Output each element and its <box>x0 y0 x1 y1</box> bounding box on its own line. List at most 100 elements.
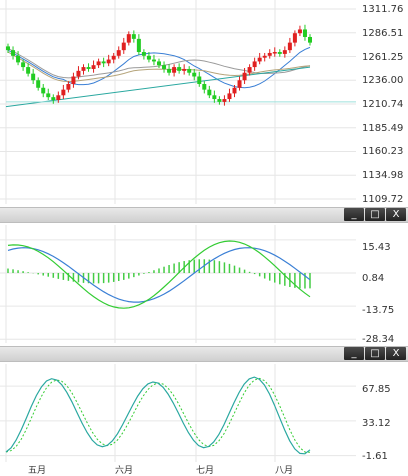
price-tick: 1160.23 <box>362 146 404 157</box>
candle <box>242 72 247 81</box>
panel-divider-1[interactable]: _ □ X <box>0 207 408 223</box>
candle <box>297 29 302 34</box>
candle <box>51 97 56 100</box>
close-button[interactable]: X <box>386 208 406 221</box>
price-panel: 1311.76 1286.51 1261.25 1236.00 1210.74 … <box>0 0 408 205</box>
macd-chart-area[interactable] <box>0 225 356 343</box>
candle <box>197 76 202 85</box>
price-tick: 1134.98 <box>362 170 404 181</box>
candle <box>61 89 66 96</box>
candle <box>126 34 131 43</box>
candle <box>162 65 167 69</box>
stochastic-chart <box>0 364 356 462</box>
price-tick: 1311.76 <box>362 4 404 15</box>
candle <box>56 95 61 100</box>
candle <box>247 67 252 73</box>
candle <box>232 87 237 94</box>
minimize-button[interactable]: _ <box>344 208 364 221</box>
panel-divider-2[interactable]: _ □ X <box>0 346 408 362</box>
candle <box>157 61 161 66</box>
stochastic-d-line <box>5 377 311 453</box>
panel-titlebar[interactable] <box>0 207 408 223</box>
candle <box>257 57 262 62</box>
price-tick: 1286.51 <box>362 28 404 39</box>
candle <box>308 36 312 43</box>
candle <box>207 89 212 96</box>
candle <box>16 55 21 63</box>
macd-tick: -13.75 <box>362 305 395 316</box>
candle <box>46 93 51 98</box>
candle <box>81 67 86 71</box>
stoch-tick: -1.61 <box>362 451 388 462</box>
price-tick: 1109.72 <box>362 194 404 205</box>
maximize-button[interactable]: □ <box>365 347 385 360</box>
maximize-button[interactable]: □ <box>365 208 385 221</box>
window-controls: _ □ X <box>344 208 406 221</box>
candle <box>212 95 217 100</box>
candle <box>6 46 10 51</box>
stoch-tick: 33.12 <box>362 418 391 429</box>
candle <box>26 67 31 74</box>
candle <box>222 99 227 102</box>
moving-average-line <box>7 46 311 89</box>
moving-average-line <box>7 51 311 83</box>
candle <box>172 67 177 73</box>
macd-panel: 15.43 0.84 -13.75 -28.34 <box>0 225 408 345</box>
minimize-button[interactable]: _ <box>344 347 364 360</box>
stochastic-panel: 67.85 33.12 -1.61 <box>0 364 408 462</box>
panel-titlebar[interactable] <box>0 346 408 362</box>
candle <box>252 61 257 68</box>
macd-chart <box>0 225 356 343</box>
window-controls: _ □ X <box>344 347 406 360</box>
close-button[interactable]: X <box>386 347 406 360</box>
candle <box>167 68 172 73</box>
candle <box>106 59 111 64</box>
candle <box>202 84 207 90</box>
candle <box>217 99 222 102</box>
stochastic-chart-area[interactable] <box>0 364 356 462</box>
candle <box>287 42 292 51</box>
month-label: 六月 <box>115 466 134 476</box>
candle <box>131 34 136 39</box>
price-chart-area[interactable] <box>0 0 356 204</box>
month-label: 五月 <box>28 466 47 476</box>
candle <box>292 33 297 43</box>
candle <box>237 80 242 88</box>
candle <box>111 55 116 60</box>
candle <box>101 61 106 64</box>
candle <box>116 50 121 56</box>
macd-tick: -28.34 <box>362 334 395 345</box>
candle <box>151 59 156 62</box>
candle <box>36 80 41 88</box>
candle <box>86 67 91 69</box>
candle <box>66 84 71 90</box>
candle <box>31 73 36 81</box>
candle <box>121 42 126 51</box>
candle <box>262 55 267 58</box>
price-tick: 1261.25 <box>362 52 404 63</box>
candle <box>187 68 192 73</box>
candle <box>272 52 277 54</box>
price-tick: 1236.00 <box>362 75 404 86</box>
macd-tick: 0.84 <box>362 273 385 284</box>
stochastic-k-line <box>5 376 311 455</box>
candle <box>41 87 46 94</box>
candle <box>302 29 307 37</box>
trend-line <box>5 66 311 108</box>
candle <box>146 55 151 60</box>
candle <box>177 67 182 71</box>
candle <box>227 93 232 100</box>
candle <box>76 70 81 77</box>
candle <box>21 62 26 68</box>
candle <box>277 52 282 54</box>
candle <box>267 52 272 56</box>
month-label: 八月 <box>275 466 294 476</box>
candle <box>91 65 96 69</box>
candle <box>11 50 16 56</box>
candle <box>96 61 101 66</box>
price-chart <box>0 0 356 204</box>
candle <box>136 38 141 53</box>
candle <box>282 50 287 54</box>
price-tick: 1185.49 <box>362 123 404 134</box>
macd-signal-line <box>7 247 311 303</box>
